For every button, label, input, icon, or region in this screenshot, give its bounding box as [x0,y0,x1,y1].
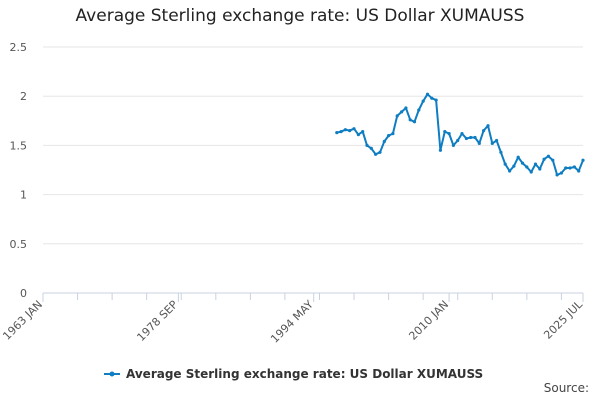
data-point [348,129,352,133]
data-point [391,132,395,136]
data-point [369,146,373,150]
data-point [490,141,494,145]
data-point [425,92,430,96]
data-point [495,138,499,143]
axes: 0 0.5 1 1.5 2 2.5 1963 JAN 1978 SEP 1994 MAY 2010… [0,41,585,346]
y-tick-label: 0.5 [10,238,28,251]
data-point [408,118,412,122]
data-point [542,157,546,161]
data-point [335,131,339,135]
data-point [525,165,529,169]
data-point [339,130,343,134]
data-point [434,98,438,102]
y-tick-label: 2 [20,90,27,103]
data-point [438,148,442,152]
series-line [336,93,584,176]
y-tick-label: 1 [20,189,27,202]
series-layer [335,92,585,177]
data-point [469,135,473,140]
data-point [417,108,421,112]
data-point [551,158,555,162]
data-point [447,132,451,136]
data-point [555,173,559,177]
data-point [482,129,486,133]
y-tick-label: 0 [20,287,27,300]
data-point [473,135,477,140]
data-point [400,110,404,114]
legend-label: Average Sterling exchange rate: US Dolla… [126,367,483,381]
data-point [564,166,568,170]
x-tick-label: 1963 JAN [0,298,45,343]
data-point [374,152,378,156]
data-point [581,158,585,162]
legend[interactable]: Average Sterling exchange rate: US Dolla… [104,367,483,381]
y-tick-label: 2.5 [10,41,28,54]
data-point [382,139,386,144]
data-point [387,134,391,138]
data-point [361,130,365,134]
data-point [378,150,382,154]
data-point [538,167,542,171]
data-point [356,133,360,137]
data-point [451,143,455,147]
data-point [404,106,408,110]
data-point [443,130,447,134]
data-point [395,114,399,118]
data-point [503,162,507,166]
data-point [352,127,356,131]
data-point [421,99,425,103]
x-tick-label: 1978 SEP [134,298,180,344]
data-point [430,96,434,100]
data-point [546,154,551,158]
source-label: Source: [543,381,589,395]
data-point [568,166,572,170]
data-point [365,143,369,147]
x-tick-label: 1994 MAY [268,298,316,346]
data-point [559,171,564,175]
data-point [508,169,512,173]
data-point [464,136,468,141]
data-point [486,124,490,128]
data-point [412,120,417,124]
data-point [516,155,520,159]
x-tick-label: 2010 JAN [406,298,451,343]
data-point [460,132,464,136]
data-point [529,170,533,174]
legend-symbol-marker [109,371,115,377]
data-point [572,165,577,169]
data-point [520,161,525,165]
y-tick-label: 1.5 [10,139,28,152]
gridlines [43,46,583,245]
chart-title: Average Sterling exchange rate: US Dolla… [75,6,525,26]
data-point [343,128,347,132]
data-point [577,169,581,173]
data-point [456,138,460,143]
data-point [499,150,503,154]
data-point [512,164,516,168]
x-tick-label: 2025 JUL [541,297,585,341]
data-point [533,162,538,166]
data-point [477,141,481,145]
